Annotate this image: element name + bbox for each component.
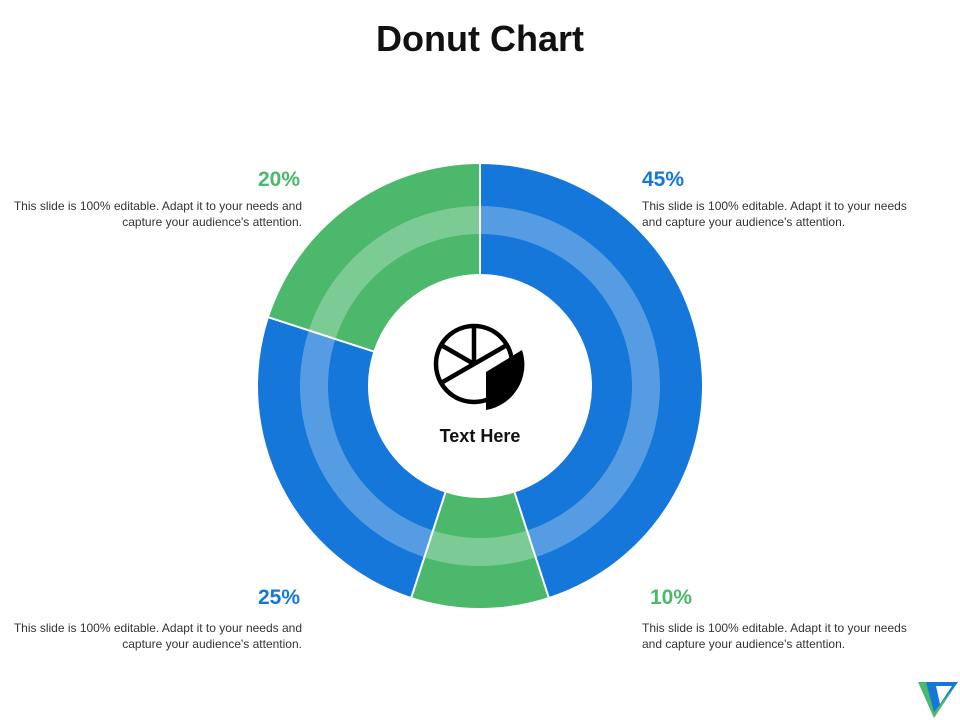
donut-slice	[268, 164, 480, 352]
callout-value-bottom-left: 25%	[257, 586, 300, 609]
donut-slice-highlight-band	[480, 206, 661, 558]
donut-slice-divider	[268, 316, 374, 353]
pie-chart-icon	[433, 323, 525, 410]
donut-slice-highlight-band	[424, 530, 536, 567]
callout-value-bottom-right: 10%	[650, 586, 693, 609]
center-label: Text Here	[439, 426, 521, 446]
donut-slice-highlight-band	[308, 206, 480, 340]
donut-slice	[480, 164, 702, 598]
donut-slice	[411, 492, 549, 609]
donut-slice-divider	[410, 492, 447, 598]
callout-text-top-left: This slide is 100% editable. Adapt it to…	[13, 199, 302, 229]
donut-slice-highlight-band	[299, 330, 434, 558]
callout-value-top-left: 20%	[257, 168, 300, 191]
callout-text-bottom-left: This slide is 100% editable. Adapt it to…	[13, 621, 302, 651]
callout-text-top-right: This slide is 100% editable. Adapt it to…	[642, 199, 907, 229]
donut-slice-divider	[513, 492, 550, 598]
callout-value-top-right: 45%	[642, 168, 685, 191]
callout-text-bottom-right: This slide is 100% editable. Adapt it to…	[642, 621, 907, 651]
page-title: Donut Chart	[376, 18, 584, 59]
donut-slice	[258, 317, 446, 598]
corner-logo	[918, 682, 958, 718]
